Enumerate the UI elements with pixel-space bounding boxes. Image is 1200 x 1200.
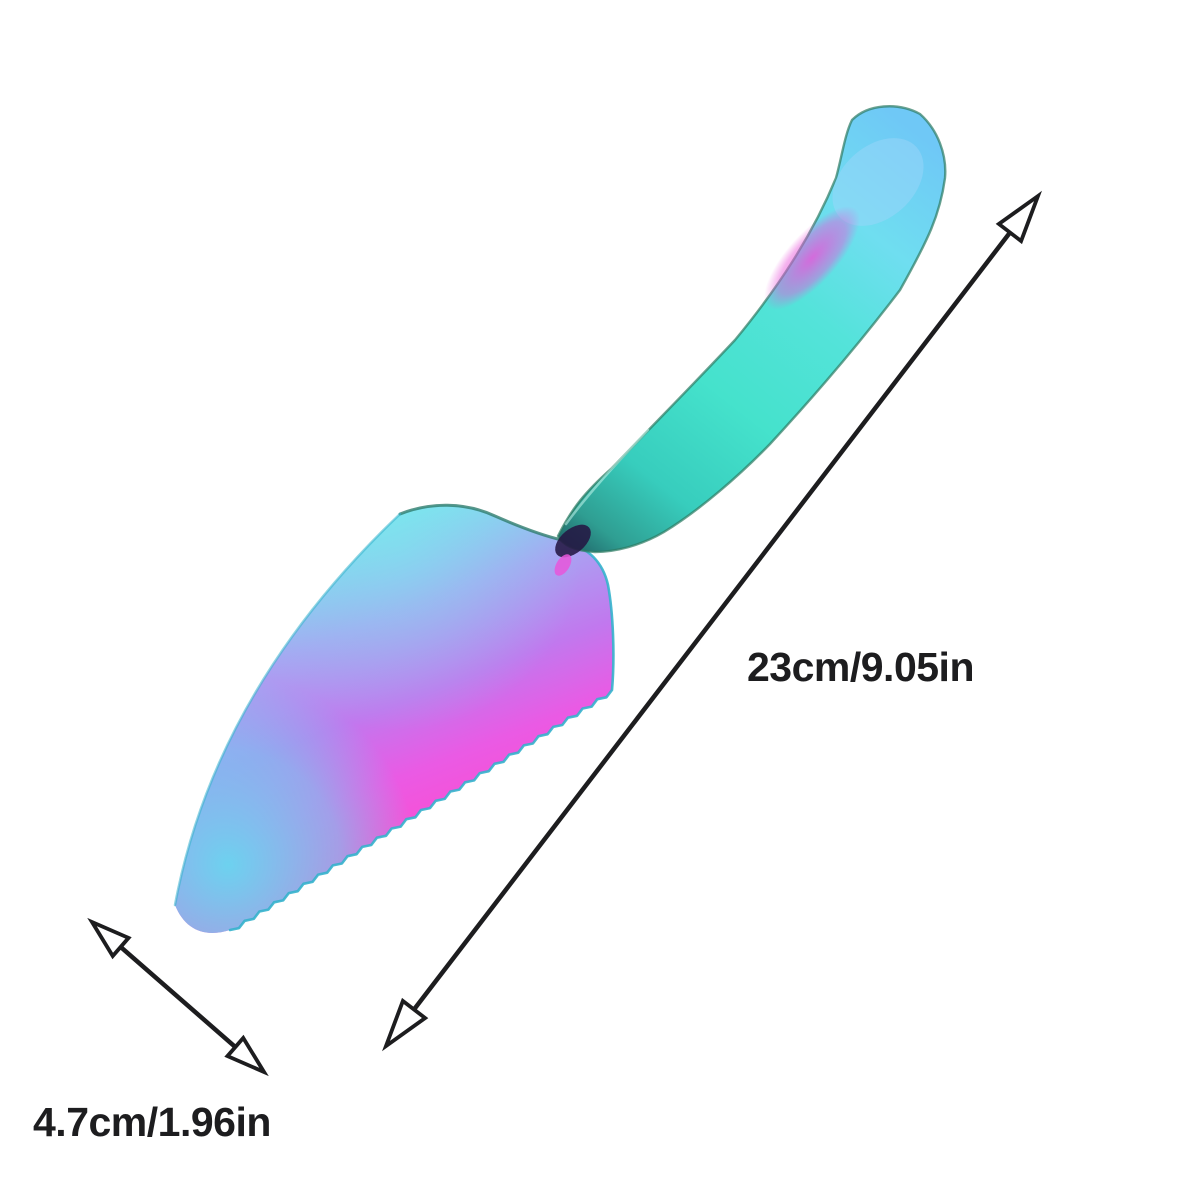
blade-top-rim — [398, 503, 564, 542]
length-dimension-arrow — [382, 190, 1042, 1052]
blade-serrated-rim — [228, 538, 615, 932]
stem-highlight — [564, 428, 650, 526]
arrowhead-icon — [995, 190, 1042, 245]
blade-left-rim — [173, 512, 402, 907]
server-blade — [173, 503, 615, 933]
dimension-line — [119, 945, 237, 1049]
width-dimension-arrow — [87, 917, 269, 1077]
arrowhead-icon — [382, 997, 429, 1052]
neck-joint-shadow — [555, 524, 591, 558]
length-dimension-label: 23cm/9.05in — [747, 644, 975, 690]
handle-magenta-streak — [764, 206, 860, 310]
server-handle — [554, 105, 947, 576]
cake-server — [173, 105, 947, 933]
arrowhead-icon — [87, 917, 132, 960]
arrowhead-icon — [224, 1034, 269, 1077]
neck-joint-glint — [554, 554, 572, 576]
dimension-line — [412, 231, 1012, 1011]
handle-paddle-sheen — [832, 138, 924, 226]
width-dimension-label: 4.7cm/1.96in — [33, 1099, 271, 1145]
